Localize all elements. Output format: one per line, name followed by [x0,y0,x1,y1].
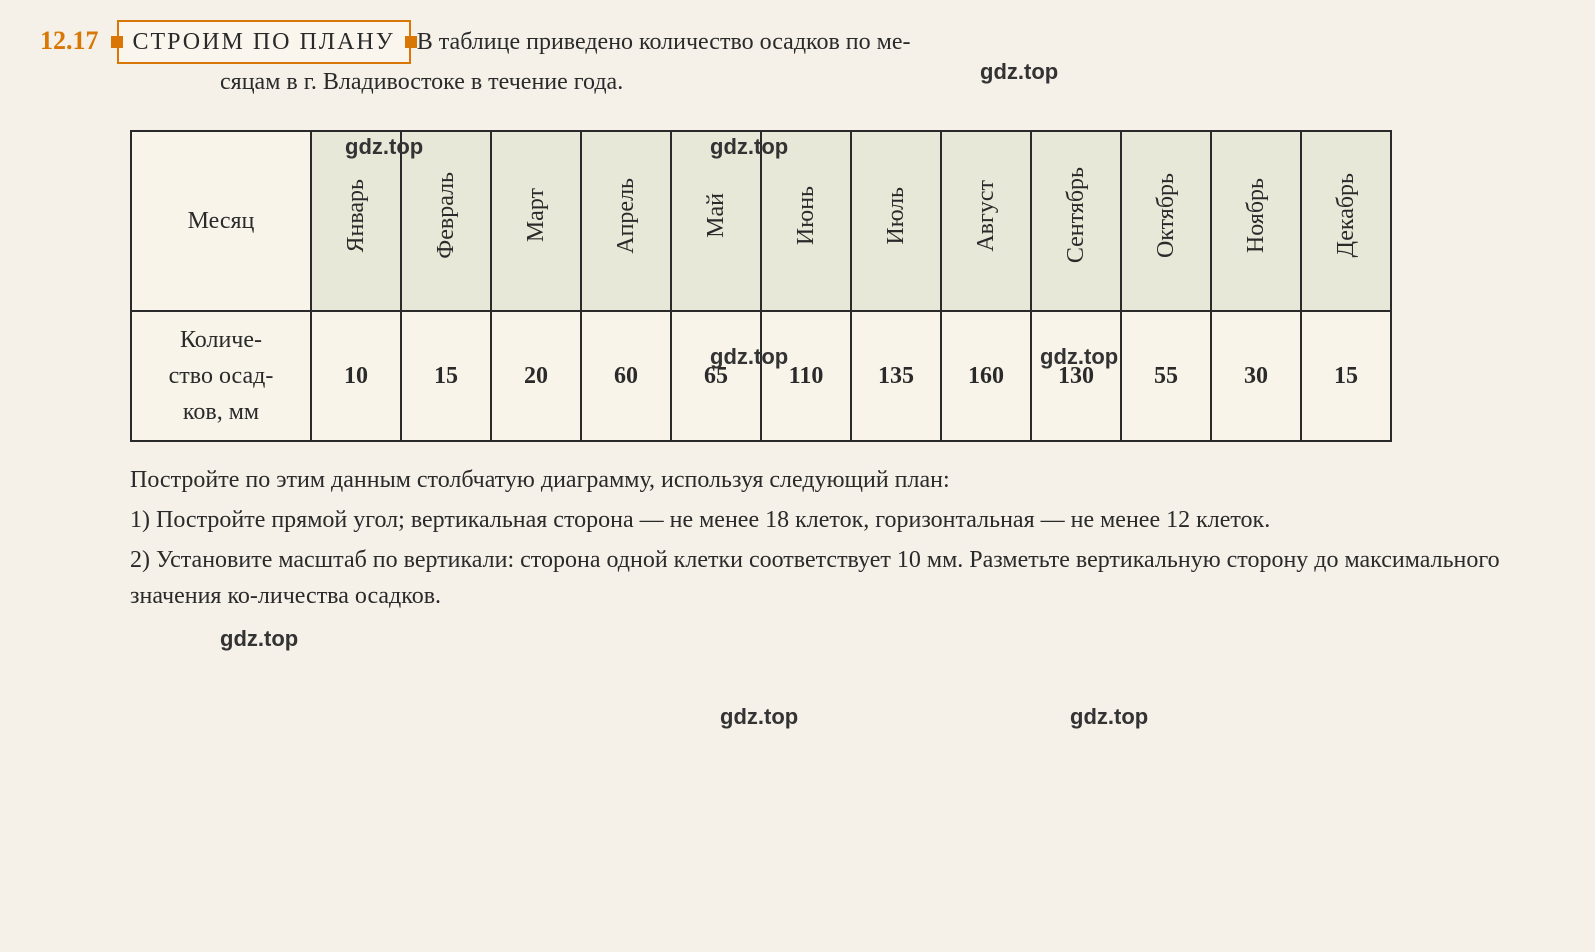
value-cell: 160 [941,311,1031,441]
section-badge: Строим по плану [117,20,411,64]
instruction-step-1: 1) Постройте прямой угол; вертикальная с… [130,502,1555,538]
instructions-intro: Постройте по этим данным столбчатую диаг… [130,462,1555,498]
intro-text-line2: сяцам в г. Владивостоке в течение года. [220,64,1555,100]
watermark: gdz.top [710,340,788,373]
month-label: Май [698,193,734,238]
watermark: gdz.top [720,700,798,733]
month-cell: Июль [851,131,941,311]
month-cell: Март [491,131,581,311]
row-header-values-text: Количе-ство осад-ков, мм [169,327,274,425]
value-cell: 65 [671,311,761,441]
watermark: gdz.top [980,55,1058,88]
page-container: gdz.top gdz.top gdz.top gdz.top gdz.top … [40,20,1555,614]
month-cell: Сентябрь [1031,131,1121,311]
value-cell: 15 [1301,311,1391,441]
month-label: Февраль [428,172,464,259]
exercise-number: 12.17 [40,26,99,55]
instruction-step-2: 2) Установите масштаб по вертикали: стор… [130,542,1555,614]
watermark: gdz.top [710,130,788,163]
value-cell: 30 [1211,311,1301,441]
watermark: gdz.top [1040,340,1118,373]
month-label: Апрель [608,178,644,254]
instructions-block: Постройте по этим данным столбчатую диаг… [130,462,1555,614]
month-cell: Декабрь [1301,131,1391,311]
month-label: Январь [338,179,374,252]
watermark: gdz.top [220,622,298,655]
exercise-header: 12.17 Строим по плану В таблице приведен… [40,20,1555,100]
precipitation-table: Месяц Январь Февраль Март Апрель Май Июн… [130,130,1392,442]
row-header-values: Количе-ство осад-ков, мм [131,311,311,441]
month-label: Июнь [788,186,824,245]
row-header-month: Месяц [131,131,311,311]
table-row-values: Количе-ство осад-ков, мм 10 15 20 60 65 … [131,311,1391,441]
month-cell: Ноябрь [1211,131,1301,311]
month-label: Июль [878,187,914,245]
value-cell: 130 [1031,311,1121,441]
value-cell: 10 [311,311,401,441]
value-cell: 60 [581,311,671,441]
month-cell: Октябрь [1121,131,1211,311]
intro-text-line1: В таблице приведено количество осадков п… [417,29,911,55]
value-cell: 110 [761,311,851,441]
watermark: gdz.top [1070,700,1148,733]
watermark: gdz.top [345,130,423,163]
month-cell: Август [941,131,1031,311]
value-cell: 15 [401,311,491,441]
month-label: Октябрь [1148,173,1184,258]
month-label: Сентябрь [1058,167,1094,263]
month-label: Август [968,180,1004,252]
value-cell: 55 [1121,311,1211,441]
value-cell: 20 [491,311,581,441]
month-label: Ноябрь [1238,178,1274,253]
month-label: Декабрь [1328,173,1364,257]
value-cell: 135 [851,311,941,441]
month-cell: Апрель [581,131,671,311]
month-label: Март [518,188,554,242]
